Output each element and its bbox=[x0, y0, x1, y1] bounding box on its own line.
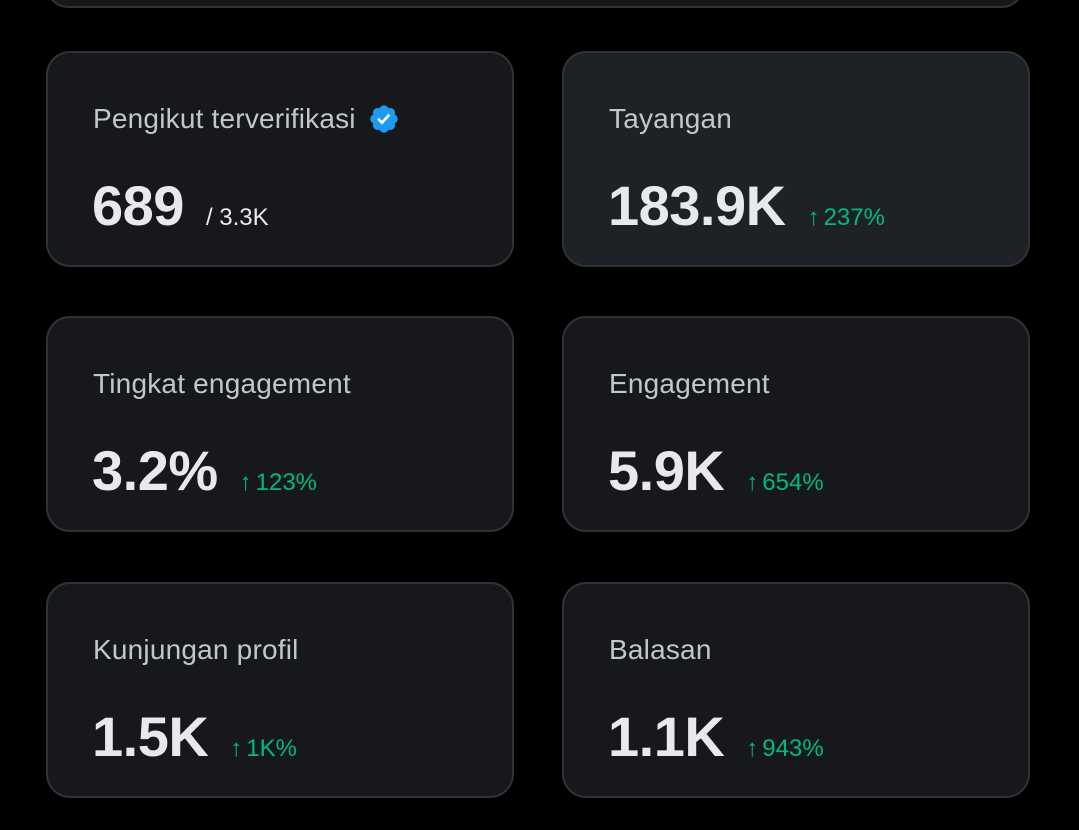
arrow-up-icon: ↑ bbox=[746, 469, 759, 496]
metric-label: Kunjungan profil bbox=[93, 634, 299, 665]
metric-label-row: Balasan bbox=[609, 632, 712, 668]
metric-label-row: Tingkat engagement bbox=[93, 366, 351, 402]
metric-label: Engagement bbox=[609, 368, 770, 399]
metric-delta-value: 237% bbox=[823, 204, 885, 231]
metric-delta-value: 123% bbox=[255, 469, 318, 496]
metric-value: 1.1K bbox=[608, 705, 725, 768]
metric-card-verified-followers[interactable]: Pengikut terverifikasi 689 / 3.3K bbox=[46, 51, 514, 267]
metric-delta-value: 654% bbox=[762, 469, 824, 496]
metric-delta: ↑ 943% bbox=[746, 735, 823, 763]
arrow-up-icon: ↑ bbox=[239, 469, 252, 496]
previous-card-edge bbox=[46, 0, 1024, 8]
metric-card-engagement-rate[interactable]: Tingkat engagement 3.2% ↑ 123% bbox=[46, 316, 514, 532]
metric-delta: ↑ 237% bbox=[808, 204, 885, 232]
metric-label: Balasan bbox=[609, 634, 712, 665]
metric-card-impressions[interactable]: Tayangan 183.9K ↑ 237% bbox=[562, 51, 1030, 267]
metric-label: Tingkat engagement bbox=[93, 368, 351, 399]
metric-card-profile-visits[interactable]: Kunjungan profil 1.5K ↑ 1K% bbox=[46, 582, 514, 798]
metric-value: 5.9K bbox=[608, 439, 725, 502]
metric-value-row: 689 / 3.3K bbox=[92, 173, 269, 238]
arrow-up-icon: ↑ bbox=[746, 735, 759, 762]
metric-value: 183.9K bbox=[608, 174, 786, 237]
metric-label-row: Tayangan bbox=[609, 101, 732, 137]
metric-card-engagements[interactable]: Engagement 5.9K ↑ 654% bbox=[562, 316, 1030, 532]
metric-card-replies[interactable]: Balasan 1.1K ↑ 943% bbox=[562, 582, 1030, 798]
metric-label-row: Pengikut terverifikasi bbox=[93, 101, 400, 137]
metric-value-row: 183.9K ↑ 237% bbox=[608, 173, 885, 238]
metric-delta: ↑ 1K% bbox=[230, 735, 297, 763]
metric-value-row: 1.1K ↑ 943% bbox=[608, 704, 824, 769]
metric-value-row: 3.2% ↑ 123% bbox=[92, 438, 317, 503]
metric-value: 3.2% bbox=[92, 439, 218, 502]
metric-value: 689 bbox=[92, 174, 184, 237]
metric-value: 1.5K bbox=[92, 705, 209, 768]
metric-total: / 3.3K bbox=[205, 204, 269, 231]
metric-delta-value: 943% bbox=[762, 735, 824, 762]
arrow-up-icon: ↑ bbox=[807, 204, 820, 231]
metric-label: Tayangan bbox=[609, 103, 733, 134]
metric-value-row: 1.5K ↑ 1K% bbox=[92, 704, 297, 769]
metric-delta-value: 1K% bbox=[246, 735, 297, 762]
verified-badge-icon bbox=[368, 103, 400, 135]
metric-label: Pengikut terverifikasi bbox=[93, 103, 356, 134]
metric-value-row: 5.9K ↑ 654% bbox=[608, 438, 824, 503]
arrow-up-icon: ↑ bbox=[230, 735, 243, 762]
metric-label-row: Kunjungan profil bbox=[93, 632, 299, 668]
metric-delta: ↑ 123% bbox=[240, 469, 317, 497]
metric-delta: ↑ 654% bbox=[746, 469, 823, 497]
metric-label-row: Engagement bbox=[609, 366, 770, 402]
